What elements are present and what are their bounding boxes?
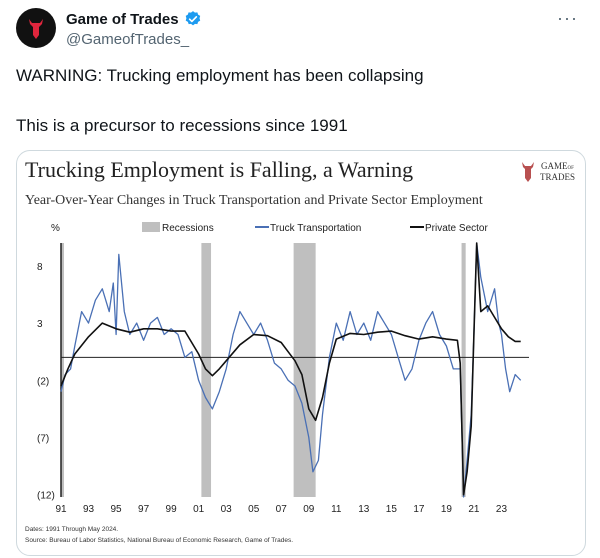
- footnote-dates: Dates: 1991 Through May 2024.: [25, 526, 119, 533]
- x-tick-label: 99: [166, 504, 178, 515]
- legend-swatch-recessions: [142, 222, 160, 232]
- recession-band: [293, 243, 316, 497]
- brand-line-1: GAME: [541, 161, 568, 171]
- x-tick-label: 13: [358, 504, 370, 515]
- x-tick-label: 21: [468, 504, 480, 515]
- x-tick-label: 15: [386, 504, 398, 515]
- brand-logo: GAMEOF TRADES: [520, 159, 575, 185]
- x-tick-label: 09: [303, 504, 315, 515]
- x-tick-label: 95: [110, 504, 122, 515]
- avatar[interactable]: [16, 8, 56, 48]
- display-name[interactable]: Game of Trades: [66, 10, 179, 28]
- legend-label-truck: Truck Transportation: [270, 223, 361, 234]
- x-tick-label: 23: [496, 504, 508, 515]
- trucking-employment-chart: Recessions Truck Transportation Private …: [37, 222, 529, 515]
- recession-band: [461, 243, 466, 497]
- chart-title: Trucking Employment is Falling, a Warnin…: [25, 157, 414, 182]
- media-card[interactable]: Trucking Employment is Falling, a Warnin…: [16, 150, 586, 556]
- series-line-truck-transportation: [60, 242, 522, 498]
- brand-line-2: TRADES: [539, 172, 575, 182]
- y-tick-label: 3: [37, 319, 43, 330]
- y-tick-label: (2): [37, 376, 49, 387]
- x-tick-label: 03: [221, 504, 233, 515]
- x-tick-label: 91: [55, 504, 67, 515]
- x-tick-label: 11: [331, 504, 342, 515]
- tweet-text-line-2: This is a precursor to recessions since …: [16, 116, 348, 135]
- recession-band: [61, 243, 64, 497]
- x-tick-label: 17: [413, 504, 425, 515]
- handle[interactable]: @GameofTrades_: [66, 31, 190, 48]
- verified-badge-icon: [185, 11, 200, 26]
- x-tick-label: 19: [441, 504, 453, 515]
- y-tick-label: (7): [37, 434, 49, 445]
- legend-label-private: Private Sector: [425, 223, 488, 234]
- legend-label-recessions: Recessions: [162, 223, 214, 234]
- more-horizontal-icon[interactable]: ···: [557, 8, 578, 28]
- bull-logo-icon: [29, 19, 43, 39]
- series-line-private-sector: [60, 242, 521, 496]
- tweet-text-line-1: WARNING: Trucking employment has been co…: [16, 66, 424, 85]
- x-tick-label: 05: [248, 504, 260, 515]
- x-tick-label: 01: [193, 504, 205, 515]
- brand-small: OF: [567, 166, 574, 171]
- y-axis-label: %: [51, 223, 60, 234]
- y-tick-label: (12): [37, 491, 55, 502]
- x-tick-label: 97: [138, 504, 150, 515]
- chart-subtitle: Year-Over-Year Changes in Truck Transpor…: [25, 193, 483, 208]
- y-tick-label: 8: [37, 262, 43, 273]
- x-tick-label: 93: [83, 504, 95, 515]
- footnote-source: Source: Bureau of Labor Statistics, Nati…: [25, 537, 294, 544]
- name-row: Game of Trades: [66, 10, 202, 28]
- x-tick-label: 07: [276, 504, 288, 515]
- bull-logo-icon: [521, 162, 534, 182]
